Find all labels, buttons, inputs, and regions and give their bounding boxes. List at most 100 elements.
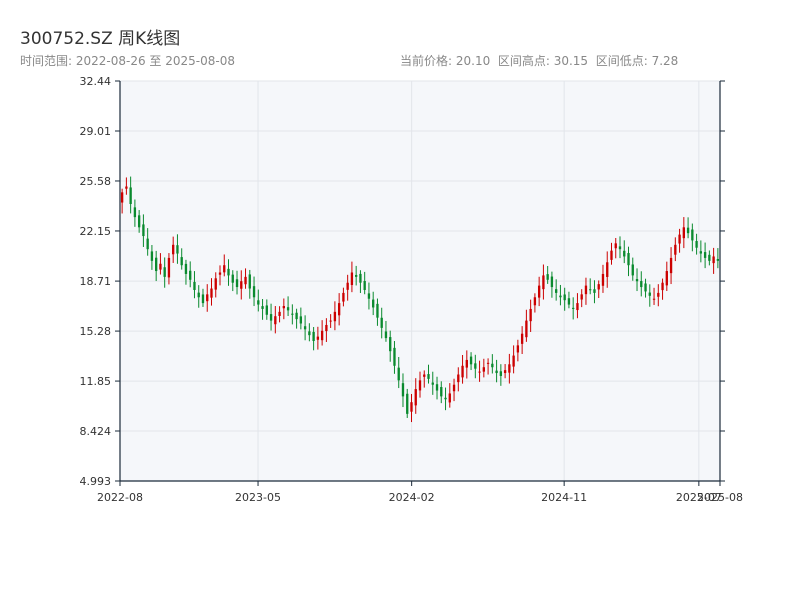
x-tick-label: 2025-08: [697, 491, 743, 504]
candle-body: [376, 303, 379, 318]
candle-body: [163, 267, 166, 277]
candle-body: [125, 186, 128, 189]
candle-body: [172, 244, 175, 255]
candle-body: [461, 365, 464, 378]
candle-body: [214, 278, 217, 290]
candle-body: [308, 331, 311, 336]
candle-body: [176, 245, 179, 254]
candle-body: [703, 252, 707, 258]
y-tick-label: 15.28: [80, 325, 112, 338]
candle-body: [699, 251, 703, 254]
candle-body: [644, 283, 647, 292]
candle-body: [537, 285, 541, 298]
candle-body: [474, 363, 477, 369]
candle-body: [618, 246, 622, 250]
y-tick-label: 22.15: [80, 225, 112, 238]
candle-body: [146, 238, 149, 250]
candle-body: [589, 289, 592, 291]
x-tick-label: 2024-11: [541, 491, 587, 504]
candle-body: [674, 244, 677, 255]
candle-body: [440, 387, 443, 397]
candle-body: [652, 298, 656, 300]
candle-body: [712, 256, 715, 264]
y-tick-label: 32.44: [80, 75, 112, 88]
candle-body: [648, 292, 651, 296]
candle-body: [355, 274, 358, 277]
candle-body: [120, 192, 124, 203]
chart-title: 300752.SZ 周K线图: [20, 29, 181, 49]
candle-body: [333, 311, 337, 322]
candle-body: [418, 380, 422, 391]
candle-body: [457, 374, 460, 383]
candle-body: [193, 281, 196, 290]
candle-body: [657, 292, 660, 297]
candle-body: [686, 227, 690, 234]
x-tick-label: 2024-02: [389, 491, 435, 504]
candle-body: [482, 367, 485, 372]
candle-body: [235, 279, 239, 288]
candle-body: [303, 326, 307, 330]
candle-body: [627, 253, 630, 266]
candle-body: [244, 276, 247, 285]
candle-body: [414, 389, 417, 406]
current-price-label: 当前价格: 20.10: [400, 54, 491, 68]
candle-body: [278, 311, 281, 316]
candle-body: [261, 306, 264, 309]
candle-body: [491, 363, 494, 368]
candle-body: [678, 234, 681, 244]
candle-body: [397, 367, 400, 381]
y-tick-label: 29.01: [80, 125, 112, 138]
candle-body: [486, 362, 490, 364]
candle-body: [563, 294, 566, 301]
candle-body: [286, 307, 290, 311]
x-tick-label: 2022-08: [97, 491, 143, 504]
candle-body: [503, 370, 507, 374]
candle-body: [614, 243, 617, 249]
candle-body: [142, 224, 145, 237]
candle-body: [350, 272, 354, 286]
candle-body: [167, 257, 171, 278]
candle-body: [669, 257, 673, 274]
candle-body: [635, 279, 639, 282]
candle-body: [452, 384, 456, 392]
candle-body: [465, 359, 468, 368]
candle-body: [597, 284, 600, 290]
candle-body: [580, 294, 583, 300]
candle-body: [329, 320, 332, 322]
candle-body: [320, 330, 324, 341]
candle-body: [363, 280, 366, 290]
candle-body: [299, 316, 303, 324]
candle-body: [129, 187, 132, 205]
candle-body: [495, 370, 498, 374]
candle-body: [431, 382, 434, 385]
candle-body: [380, 317, 383, 328]
candle-body: [384, 331, 388, 339]
candle-body: [393, 347, 396, 366]
candle-body: [708, 254, 711, 261]
candle-body: [282, 306, 285, 309]
candle-body: [257, 300, 260, 305]
candle-body: [133, 207, 137, 218]
candle-body: [389, 337, 392, 352]
candle-body: [559, 295, 562, 298]
candle-body: [423, 374, 426, 377]
x-tick-label: 2023-05: [235, 491, 281, 504]
candle-body: [265, 305, 268, 315]
candle-body: [546, 274, 549, 280]
candle-body: [312, 331, 315, 341]
candle-body: [661, 282, 664, 291]
candle-body: [499, 371, 503, 376]
candle-body: [401, 383, 405, 397]
candle-body: [223, 265, 226, 273]
candle-body: [137, 215, 141, 228]
candle-body: [529, 308, 532, 322]
candle-body: [197, 292, 200, 298]
candle-body: [665, 271, 668, 286]
candle-body: [189, 270, 192, 280]
candle-body: [155, 257, 158, 272]
candle-body: [406, 393, 409, 414]
candle-body: [159, 263, 162, 270]
candle-body: [248, 274, 251, 289]
candle-body: [533, 297, 537, 306]
x-tick-label: 2025-07: [676, 491, 722, 504]
